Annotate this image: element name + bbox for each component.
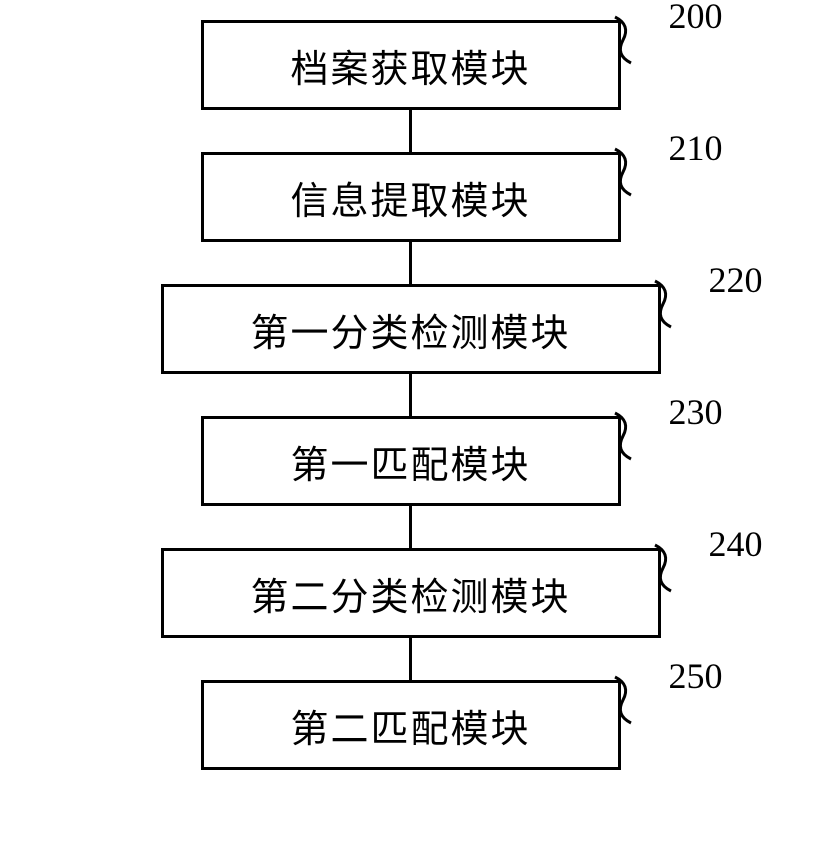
node-230: 第一匹配模块 230: [201, 416, 621, 506]
node-220-label: 第一分类检测模块: [250, 302, 570, 357]
node-230-ref: 230: [669, 391, 723, 433]
node-200-label: 档案获取模块: [290, 38, 530, 93]
connector-1: [409, 110, 412, 152]
connector-4: [409, 506, 412, 548]
ref-curve-200: [613, 15, 648, 65]
node-210: 信息提取模块 210: [201, 152, 621, 242]
node-200-ref: 200: [669, 0, 723, 37]
node-250-ref: 250: [669, 655, 723, 697]
node-200: 档案获取模块 200: [201, 20, 621, 110]
node-210-ref: 210: [669, 127, 723, 169]
node-240: 第二分类检测模块 240: [161, 548, 661, 638]
ref-curve-210: [613, 147, 648, 197]
node-220: 第一分类检测模块 220: [161, 284, 661, 374]
node-230-label: 第一匹配模块: [290, 434, 530, 489]
ref-curve-240: [653, 543, 688, 593]
node-250: 第二匹配模块 250: [201, 680, 621, 770]
connector-3: [409, 374, 412, 416]
flowchart-diagram: 档案获取模块 200 信息提取模块 210 第一分类检测模块 220 第一匹配模…: [161, 20, 661, 770]
node-240-label: 第二分类检测模块: [250, 566, 570, 621]
ref-curve-220: [653, 279, 688, 329]
ref-curve-250: [613, 675, 648, 725]
connector-2: [409, 242, 412, 284]
node-210-label: 信息提取模块: [290, 170, 530, 225]
node-220-ref: 220: [709, 259, 763, 301]
node-250-label: 第二匹配模块: [290, 698, 530, 753]
ref-curve-230: [613, 411, 648, 461]
node-240-ref: 240: [709, 523, 763, 565]
connector-5: [409, 638, 412, 680]
